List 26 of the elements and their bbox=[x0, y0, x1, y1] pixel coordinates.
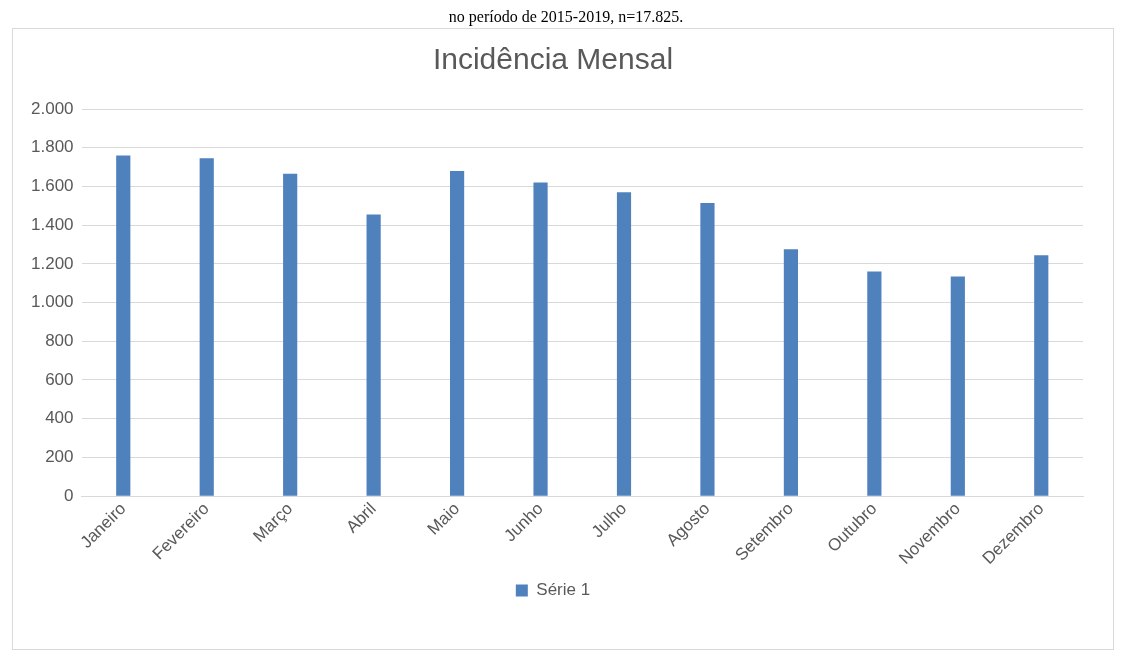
y-tick-label: 2.000 bbox=[30, 98, 74, 118]
y-tick-label: 800 bbox=[45, 330, 74, 350]
text: no período de 2015-2019, n=17.825. bbox=[447, 8, 685, 28]
bar bbox=[1034, 255, 1049, 496]
bar bbox=[867, 271, 882, 496]
bar bbox=[366, 214, 381, 496]
y-tick-label: 1.600 bbox=[30, 176, 74, 196]
chart-title: Incidência Mensal bbox=[432, 42, 674, 76]
bar bbox=[116, 155, 131, 496]
bar bbox=[450, 170, 465, 496]
bar bbox=[700, 202, 715, 496]
y-tick-label: 0 bbox=[64, 485, 74, 505]
y-tick-label: 200 bbox=[45, 447, 74, 467]
y-tick-label: 1.400 bbox=[30, 214, 74, 234]
bar bbox=[783, 249, 798, 496]
bar bbox=[199, 158, 214, 496]
bar bbox=[950, 276, 965, 496]
bar bbox=[283, 173, 298, 496]
legend-label: Série 1 bbox=[536, 580, 591, 600]
y-tick-label: 600 bbox=[45, 369, 74, 389]
y-tick-label: 400 bbox=[45, 408, 74, 428]
y-tick-label: 1.000 bbox=[30, 292, 74, 312]
y-tick-label: 1.200 bbox=[30, 253, 74, 273]
bar bbox=[616, 192, 632, 496]
y-tick-label: 1.800 bbox=[30, 137, 74, 157]
bar bbox=[533, 182, 548, 496]
